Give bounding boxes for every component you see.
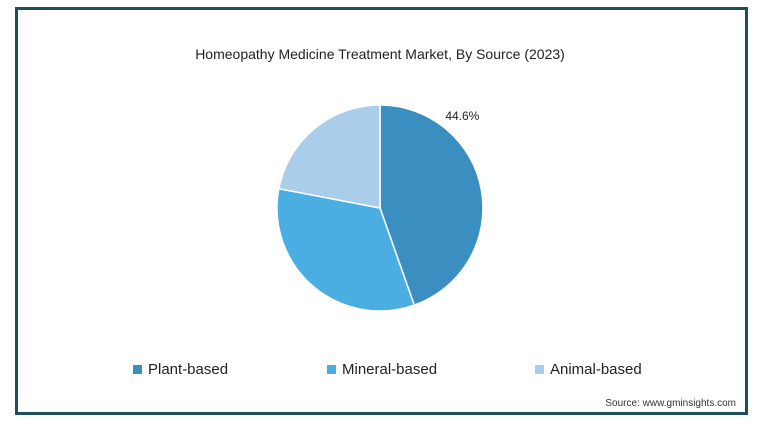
pie-slice-plant-based	[379, 104, 484, 307]
legend-label-animal-based: Animal-based	[550, 361, 642, 378]
legend-swatch-animal-based	[535, 365, 544, 374]
chart-title: Homeopathy Medicine Treatment Market, By…	[195, 46, 565, 62]
legend-item-mineral-based: Mineral-based	[327, 361, 437, 378]
legend-label-plant-based: Plant-based	[148, 361, 229, 378]
data-label-plant-based: 44.6%	[445, 109, 479, 123]
legend-item-animal-based: Animal-based	[535, 361, 642, 378]
pie-slice-mineral-based	[276, 187, 416, 312]
pie-slice-animal-based	[277, 104, 381, 209]
source-note: Source: www.gminsights.com	[605, 398, 736, 409]
legend: Plant-based Mineral-based Animal-based	[0, 361, 760, 381]
legend-swatch-plant-based	[133, 365, 142, 374]
legend-label-mineral-based: Mineral-based	[342, 361, 438, 378]
legend-item-plant-based: Plant-based	[133, 361, 228, 378]
legend-swatch-mineral-based	[327, 365, 336, 374]
